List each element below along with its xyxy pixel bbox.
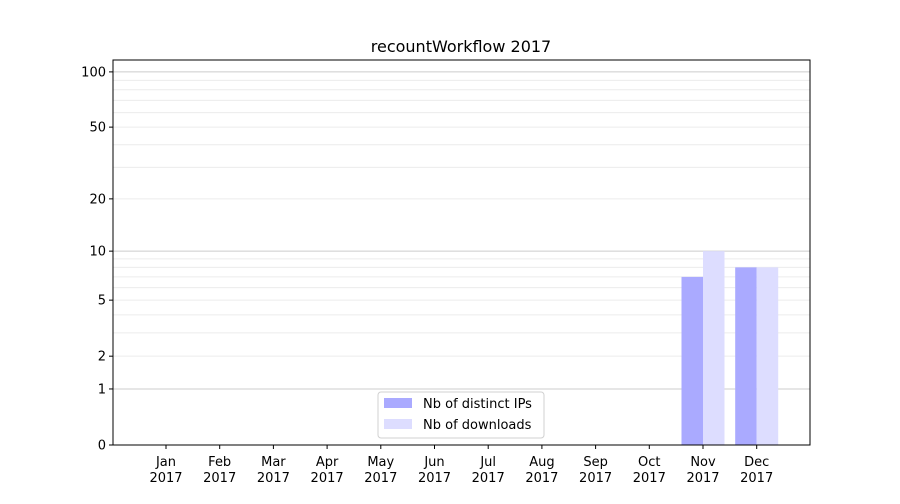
legend-label: Nb of distinct IPs [423,397,532,412]
y-tick-label: 20 [89,192,106,207]
legend: Nb of distinct IPs Nb of downloads [377,391,545,439]
x-tick-label: Feb [208,455,231,470]
y-tick-label: 5 [98,294,106,309]
y-tick-label: 0 [98,439,106,454]
x-tick-label: Dec [744,455,769,470]
x-tick-label: Apr [316,455,339,470]
chart-title: recountWorkflow 2017 [371,37,551,56]
legend-box [377,391,545,439]
bar-downloads [703,251,725,445]
x-tick-label: Jul [479,455,496,470]
bars [681,251,779,445]
bar-distinct-ips [735,267,757,445]
grid [113,71,810,390]
bar-downloads [756,267,779,445]
x-tick-label: 2017 [525,471,558,486]
x-tick-label: 2017 [149,471,182,486]
x-tick-label: 2017 [364,471,397,486]
x-tick-label: Oct [638,455,660,470]
x-tick-label: 2017 [418,471,451,486]
x-tick-label: Nov [690,455,716,470]
x-tick-label: 2017 [740,471,773,486]
x-tick-label: Aug [529,455,554,470]
x-tick-label: Jun [423,455,444,470]
x-tick-label: Jan [155,455,176,470]
x-tick-label: 2017 [633,471,666,486]
legend-swatch [384,419,412,429]
x-tick-label: 2017 [686,471,719,486]
plot-frame [112,59,811,446]
x-tick-label: Mar [261,455,286,470]
x-tick-label: 2017 [257,471,290,486]
y-axis: 0 1 2 5 10 20 50 100 [81,65,113,454]
x-tick-label: 2017 [472,471,505,486]
x-tick-label: 2017 [203,471,236,486]
x-tick-label: May [367,455,394,470]
legend-label: Nb of downloads [423,418,532,433]
y-tick-label: 50 [89,121,106,136]
y-tick-label: 100 [81,65,106,80]
y-tick-label: 1 [98,382,106,397]
y-tick-label: 2 [98,350,106,365]
legend-swatch [384,398,412,408]
x-tick-label: Sep [583,455,608,470]
y-tick-label: 10 [89,245,106,260]
bar-distinct-ips [681,276,703,445]
x-tick-label: 2017 [311,471,344,486]
x-axis: Jan2017Feb2017Mar2017Apr2017May2017Jun20… [149,445,773,486]
x-tick-label: 2017 [579,471,612,486]
